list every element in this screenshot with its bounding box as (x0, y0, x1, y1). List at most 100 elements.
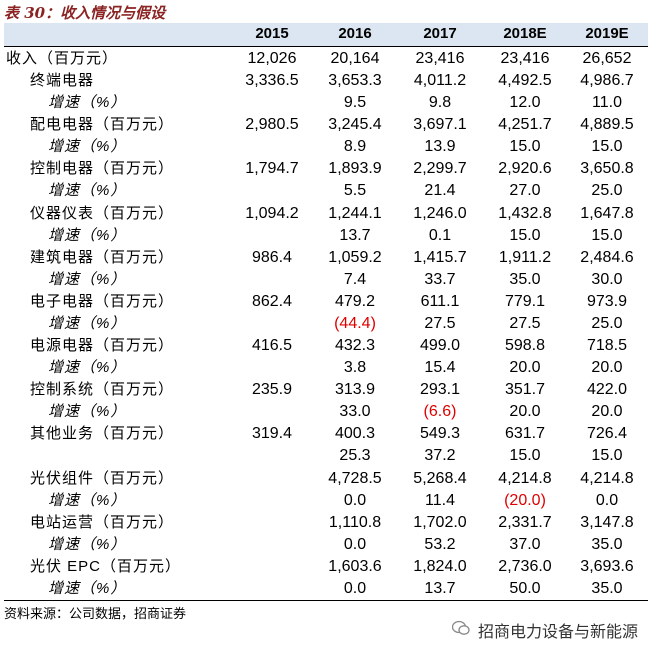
cell: 15.0 (591, 138, 623, 156)
cell: 1,094.2 (245, 204, 299, 222)
row-label: 仪器仪表（百万元） (30, 204, 175, 222)
cell: 23,416 (415, 50, 465, 67)
cell: 351.7 (504, 381, 546, 399)
cell: 15.0 (509, 226, 541, 244)
cell: 0.0 (595, 491, 619, 509)
cell: 27.0 (509, 182, 541, 200)
growth-label: 增速（%） (48, 535, 127, 553)
column-header: 2018E (503, 25, 547, 42)
growth-label: 增速（%） (48, 270, 127, 288)
cell: 37.2 (424, 447, 456, 465)
growth-label: 增速（%） (48, 94, 127, 112)
cell: 726.4 (586, 425, 628, 443)
cell: 0.0 (343, 491, 367, 509)
growth-label: 增速（%） (48, 491, 127, 509)
cell: 1,702.0 (413, 513, 467, 531)
cell: 416.5 (251, 337, 293, 355)
growth-label: 增速（%） (48, 314, 127, 332)
row-label: 电子电器（百万元） (30, 292, 175, 310)
cell: 35.0 (591, 579, 623, 597)
cell: 8.9 (343, 138, 367, 156)
cell: 1,893.9 (328, 160, 382, 178)
cell: 2,484.6 (580, 248, 634, 266)
cell: 3,650.8 (580, 160, 634, 178)
header-rule (4, 46, 648, 47)
cell: 1,246.0 (413, 204, 467, 222)
row-label: 配电电器（百万元） (30, 116, 175, 134)
row-label: 电源电器（百万元） (30, 337, 175, 355)
cell: 25.3 (339, 447, 371, 465)
cell: 0.0 (343, 535, 367, 553)
cell: 0.0 (343, 579, 367, 597)
cell: 9.8 (428, 94, 452, 112)
cell: 13.7 (424, 579, 456, 597)
cell: 21.4 (424, 182, 456, 200)
cell: 0.1 (428, 226, 452, 244)
cell: 986.4 (251, 248, 293, 266)
growth-label: 增速（%） (48, 138, 127, 156)
column-header: 2015 (255, 25, 289, 42)
cell: 1,794.7 (245, 160, 299, 178)
cell: 611.1 (420, 292, 460, 310)
row-label: 控制电器（百万元） (30, 160, 175, 178)
cell: 1,603.6 (328, 557, 382, 575)
cell: 11.4 (425, 491, 455, 509)
cell: 3,697.1 (413, 116, 467, 134)
cell: 3,693.6 (580, 557, 634, 575)
cell: 3,245.4 (328, 116, 382, 134)
cell: 15.0 (509, 138, 541, 156)
cell: 1,824.0 (413, 557, 467, 575)
cell: 20.0 (509, 403, 541, 421)
cell: 479.2 (334, 292, 376, 310)
cell: 779.1 (504, 292, 546, 310)
cell: 499.0 (419, 337, 461, 355)
growth-label: 增速（%） (48, 182, 127, 200)
growth-label: 增速（%） (48, 579, 127, 597)
cell: 33.7 (424, 270, 456, 288)
cell: 15.0 (591, 447, 623, 465)
column-header: 2017 (423, 25, 457, 42)
cell: 35.0 (591, 535, 623, 553)
cell: 20,164 (330, 50, 380, 67)
cell: 862.4 (251, 292, 293, 310)
cell: 7.4 (343, 270, 367, 288)
cell: 53.2 (424, 535, 456, 553)
table-title: 表 30：收入情况与假设 (4, 4, 166, 22)
cell: 25.0 (591, 314, 623, 332)
cell: 2,299.7 (413, 160, 467, 178)
cell: 23,416 (500, 50, 550, 67)
cell: 973.9 (586, 292, 628, 310)
cell: 13.9 (424, 138, 456, 156)
cell: 1,110.8 (328, 513, 382, 531)
source-note: 资料来源：公司数据，招商证券 (4, 606, 187, 621)
wechat-icon (452, 620, 470, 635)
cell: 313.9 (334, 381, 376, 399)
cell: 432.3 (334, 337, 376, 355)
cell: 4,011.2 (413, 72, 467, 90)
cell: 293.1 (419, 381, 461, 399)
cell: 1,911.2 (498, 248, 552, 266)
cell: 11.0 (592, 94, 622, 112)
cell: 35.0 (509, 270, 541, 288)
cell: 3,653.3 (328, 72, 382, 90)
growth-label: 增速（%） (48, 359, 127, 377)
cell: 12,026 (247, 50, 297, 67)
cell: 598.8 (504, 337, 546, 355)
row-label: 收入（百万元） (6, 50, 119, 67)
cell: 30.0 (591, 270, 623, 288)
cell: 3,147.8 (580, 513, 634, 531)
row-label: 电站运营（百万元） (30, 513, 175, 531)
cell: 631.7 (504, 425, 546, 443)
cell: 422.0 (586, 381, 628, 399)
cell: 2,980.5 (245, 116, 299, 134)
cell: 4,251.7 (498, 116, 552, 134)
cell: 235.9 (251, 381, 293, 399)
cell: 50.0 (509, 579, 541, 597)
row-label: 光伏组件（百万元） (30, 469, 175, 487)
cell: 549.3 (419, 425, 461, 443)
cell: 3,336.5 (245, 72, 299, 90)
cell: 2,920.6 (498, 160, 552, 178)
column-header: 2019E (585, 25, 629, 42)
cell: 1,415.7 (413, 248, 467, 266)
